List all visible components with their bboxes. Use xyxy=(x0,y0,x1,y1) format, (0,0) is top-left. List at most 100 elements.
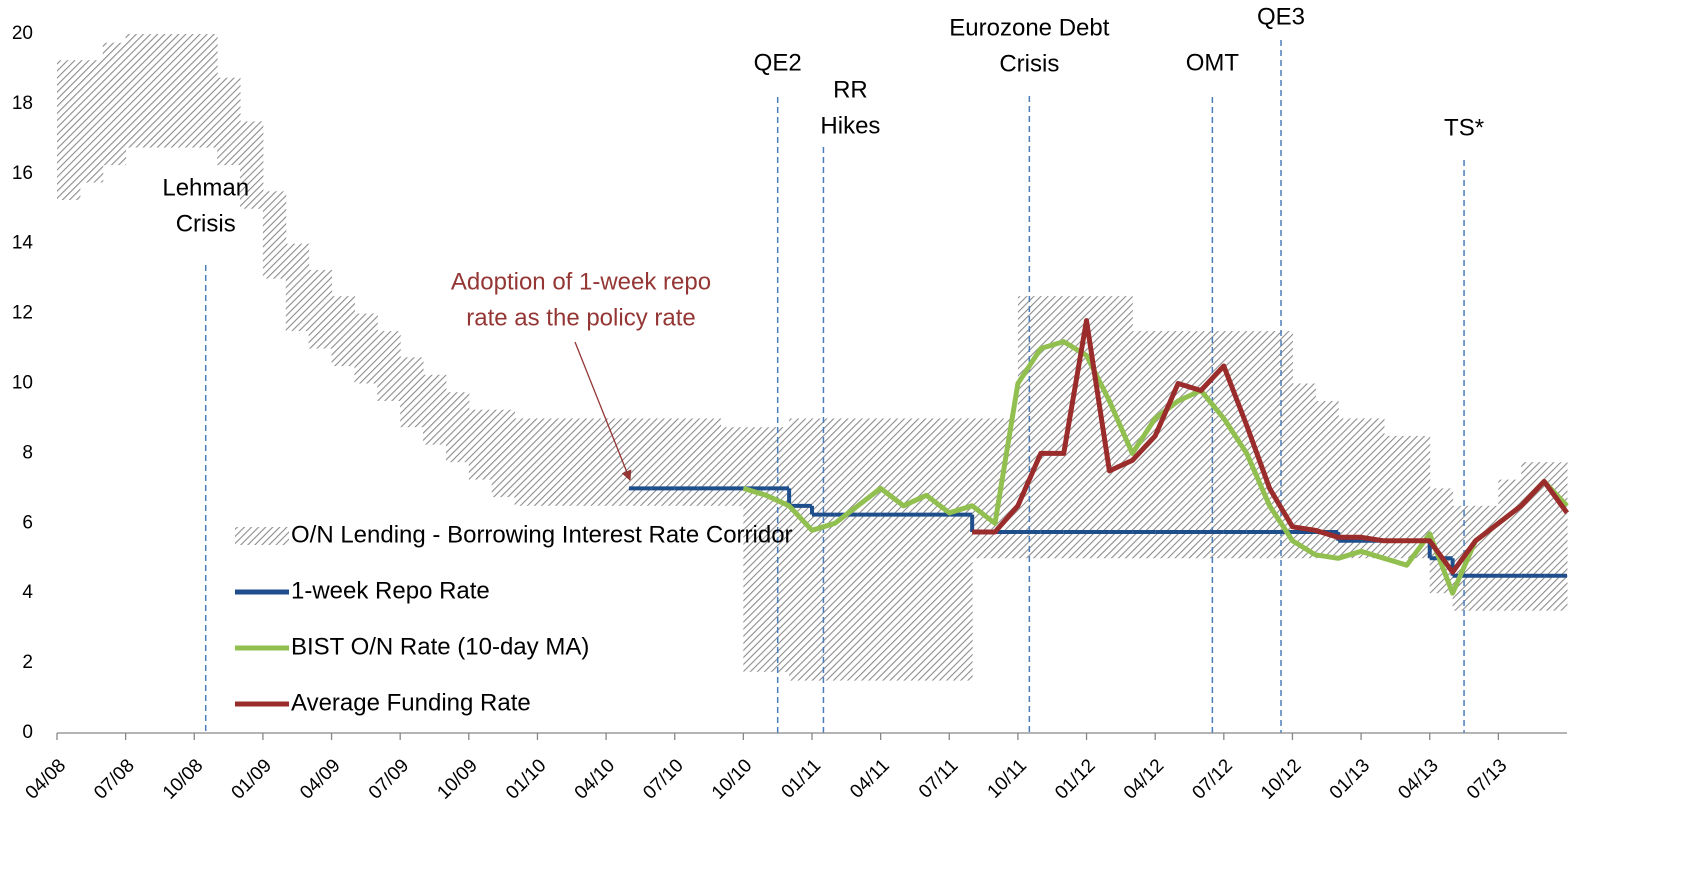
corridor-band xyxy=(262,191,287,279)
corridor-band xyxy=(171,34,195,148)
x-tick-label: 04/08 xyxy=(22,755,70,803)
event-label: Eurozone Debt xyxy=(949,14,1109,41)
corridor-band xyxy=(1040,296,1065,559)
x-tick-label: 01/12 xyxy=(1051,755,1099,803)
corridor-band xyxy=(1246,331,1271,559)
legend-label: 1-week Repo Rate xyxy=(291,577,490,604)
y-tick-label: 8 xyxy=(22,442,33,463)
corridor-band xyxy=(331,296,355,367)
corridor-band xyxy=(1178,331,1202,559)
series-line xyxy=(742,339,1569,596)
corridor-band xyxy=(903,418,927,681)
x-tick-label: 07/08 xyxy=(90,755,138,803)
x-tick-label: 07/10 xyxy=(639,755,687,803)
x-tick-label: 04/12 xyxy=(1120,755,1168,803)
corridor-band xyxy=(1361,418,1385,559)
x-tick-label: 01/13 xyxy=(1326,755,1374,803)
corridor-band xyxy=(308,269,333,349)
corridor-band xyxy=(560,418,584,506)
legend-swatch xyxy=(235,527,289,545)
corridor-band xyxy=(102,42,127,166)
corridor-band xyxy=(949,418,973,681)
corridor-band xyxy=(1406,435,1431,559)
event-label: QE2 xyxy=(754,49,802,76)
x-tick-label: 04/13 xyxy=(1394,755,1442,803)
event-label: OMT xyxy=(1186,49,1240,76)
corridor-band xyxy=(285,243,310,332)
y-tick-label: 10 xyxy=(12,373,33,394)
corridor-band xyxy=(628,418,653,506)
event-label: TS* xyxy=(1444,114,1484,141)
corridor-band xyxy=(217,77,241,166)
corridor-band xyxy=(583,418,607,506)
corridor-band xyxy=(514,418,538,506)
corridor-band xyxy=(1475,505,1499,611)
corridor-band xyxy=(537,418,561,506)
y-tick-label: 0 xyxy=(22,722,33,743)
corridor-band xyxy=(1292,383,1316,559)
x-tick-label: 07/12 xyxy=(1188,755,1236,803)
legend-label: Average Funding Rate xyxy=(291,689,531,716)
corridor-band xyxy=(125,34,150,148)
series-line xyxy=(972,318,1570,575)
x-tick-label: 10/09 xyxy=(433,755,481,803)
corridor-band xyxy=(423,374,447,445)
annotation-text: Adoption of 1-week repo xyxy=(451,268,711,295)
y-tick-label: 14 xyxy=(12,233,34,254)
corridor-band xyxy=(606,418,630,506)
legend-label: O/N Lending - Borrowing Interest Rate Co… xyxy=(291,521,793,548)
corridor-band xyxy=(400,357,424,428)
legend: O/N Lending - Borrowing Interest Rate Co… xyxy=(235,521,793,716)
legend-label: BIST O/N Rate (10-day MA) xyxy=(291,633,589,660)
corridor-band xyxy=(880,418,905,681)
x-tick-label: 10/10 xyxy=(708,755,756,803)
corridor-band xyxy=(468,409,493,480)
corridor-band xyxy=(79,60,104,183)
corridor-band xyxy=(148,34,172,148)
corridor-band xyxy=(354,313,378,384)
corridor xyxy=(57,34,1568,681)
event-label: RR xyxy=(833,76,868,103)
corridor-band xyxy=(857,418,882,681)
y-tick-label: 12 xyxy=(12,303,33,324)
x-tick-label: 04/10 xyxy=(571,755,619,803)
corridor-band xyxy=(1155,331,1179,559)
x-tick-label: 04/09 xyxy=(296,755,344,803)
corridor-band xyxy=(972,418,996,559)
x-tick-label: 01/11 xyxy=(778,755,825,802)
corridor-band xyxy=(926,418,950,681)
y-tick-label: 4 xyxy=(22,582,33,603)
y-tick-label: 2 xyxy=(22,652,33,673)
x-tick-label: 07/13 xyxy=(1463,755,1511,803)
lines xyxy=(628,318,1570,596)
event-label: Lehman xyxy=(162,174,249,201)
corridor-band xyxy=(445,392,470,463)
x-tick-label: 01/09 xyxy=(228,755,276,803)
corridor-band xyxy=(1383,435,1408,559)
corridor-band xyxy=(1315,400,1339,559)
x-tick-label: 04/11 xyxy=(846,755,893,802)
corridor-band xyxy=(1498,479,1522,611)
x-tick-label: 07/11 xyxy=(915,755,962,802)
corridor-band xyxy=(697,418,721,506)
annotation: Adoption of 1-week repo rate as the polic… xyxy=(451,268,711,481)
corridor-band xyxy=(194,34,218,148)
corridor-band xyxy=(674,418,699,506)
corridor-band xyxy=(491,409,516,498)
event-label: Crisis xyxy=(176,210,236,237)
corridor-band xyxy=(240,121,264,209)
x-tick-label: 10/12 xyxy=(1257,755,1305,803)
y-tick-label: 6 xyxy=(22,512,33,533)
annotation-text: rate as the policy rate xyxy=(466,304,695,331)
event-label: Crisis xyxy=(999,50,1059,77)
corridor-band xyxy=(1338,418,1362,559)
corridor-band xyxy=(789,418,813,681)
x-tick-label: 01/10 xyxy=(502,755,550,803)
x-tick-label: 07/09 xyxy=(365,755,413,803)
corridor-band xyxy=(834,418,859,681)
annotation-arrow xyxy=(574,341,632,481)
corridor-band xyxy=(743,427,767,672)
corridor-band xyxy=(1200,331,1225,559)
y-tick-label: 18 xyxy=(12,93,33,114)
